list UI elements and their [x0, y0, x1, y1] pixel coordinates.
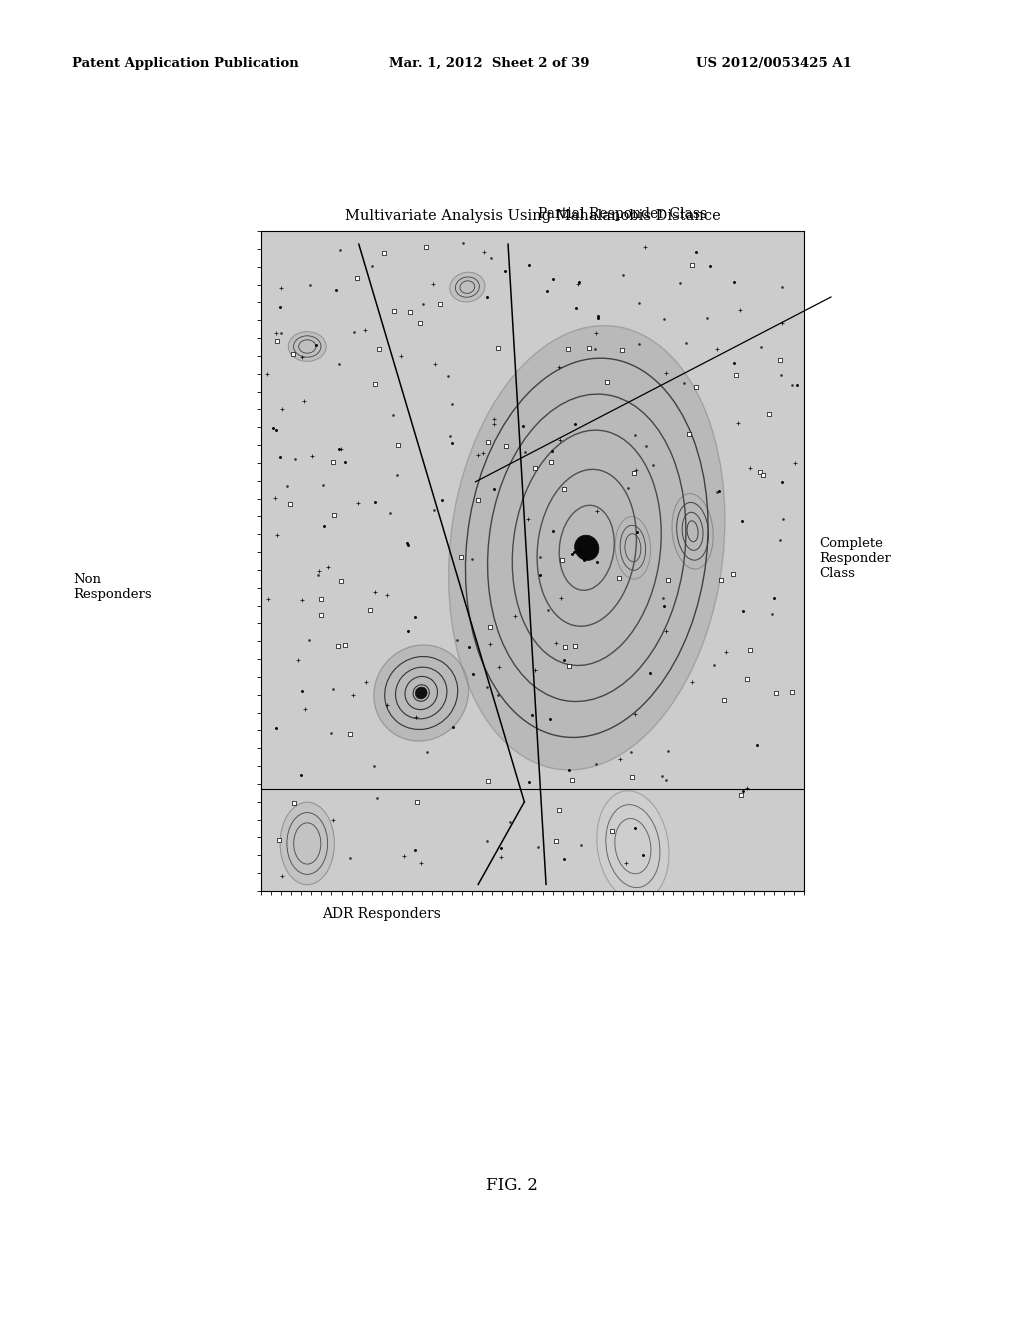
Text: FIG. 2: FIG. 2 [486, 1177, 538, 1195]
Text: Patent Application Publication: Patent Application Publication [72, 57, 298, 70]
Ellipse shape [416, 686, 427, 700]
Ellipse shape [450, 272, 485, 302]
Text: US 2012/0053425 A1: US 2012/0053425 A1 [696, 57, 852, 70]
Title: Multivariate Analysis Using Mahalanobis Distance: Multivariate Analysis Using Mahalanobis … [345, 209, 720, 223]
Ellipse shape [672, 494, 713, 569]
Text: Partial Responder Class: Partial Responder Class [538, 207, 707, 222]
Text: Complete
Responder
Class: Complete Responder Class [819, 537, 891, 579]
Ellipse shape [615, 516, 650, 579]
Ellipse shape [374, 645, 469, 741]
Text: Mar. 1, 2012  Sheet 2 of 39: Mar. 1, 2012 Sheet 2 of 39 [389, 57, 590, 70]
Ellipse shape [289, 331, 327, 362]
Ellipse shape [281, 803, 335, 884]
Ellipse shape [449, 326, 725, 770]
Text: ADR Responders: ADR Responders [323, 907, 441, 921]
Ellipse shape [597, 791, 669, 902]
Ellipse shape [574, 535, 599, 561]
Text: Non
Responders: Non Responders [74, 573, 153, 602]
